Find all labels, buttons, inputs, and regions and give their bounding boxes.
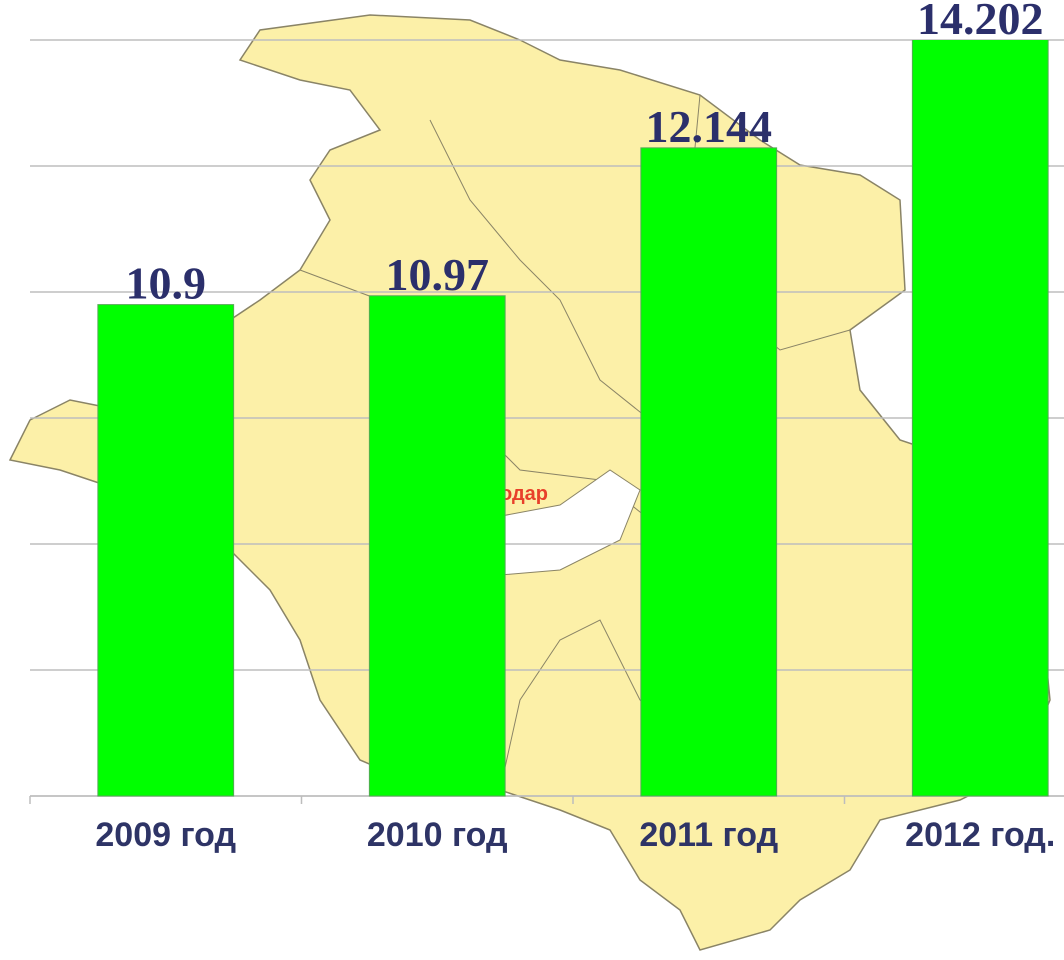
bar bbox=[911, 40, 1049, 797]
city-label: одар bbox=[500, 483, 548, 505]
value-label: 14.202 bbox=[917, 0, 1044, 44]
bar bbox=[368, 295, 506, 797]
x-tick-label: 2011 год bbox=[639, 816, 778, 854]
bar bbox=[640, 147, 778, 797]
map-region bbox=[8, 14, 1051, 951]
map-border bbox=[299, 94, 851, 791]
value-label: 10.97 bbox=[386, 249, 490, 300]
bar bbox=[97, 304, 235, 797]
x-tick-label: 2010 год bbox=[367, 816, 508, 854]
value-label: 12.144 bbox=[646, 101, 773, 152]
map-water bbox=[479, 469, 641, 576]
x-tick-label: 2012 год. bbox=[905, 816, 1055, 854]
value-label: 10.9 bbox=[126, 258, 207, 309]
x-tick-label: 2009 год bbox=[95, 816, 236, 854]
bars bbox=[97, 40, 1049, 797]
map-background: одар bbox=[8, 14, 1051, 951]
